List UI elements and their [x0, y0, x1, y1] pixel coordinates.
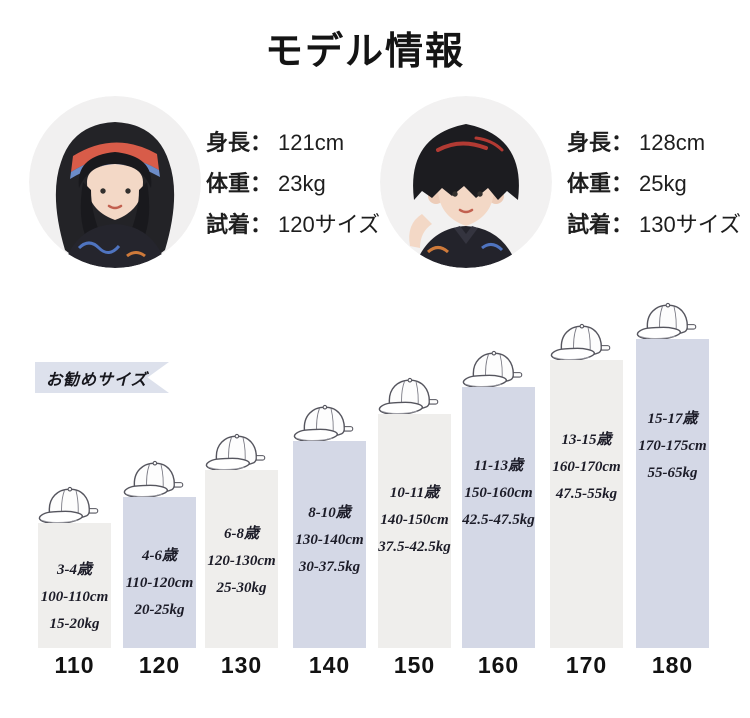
girl-avatar-illustration [29, 96, 201, 268]
model-photo-girl [29, 96, 201, 268]
height-range: 110-120cm [125, 575, 194, 591]
size-bar-details: 13-15歳 160-170cm 47.5-55kg [529, 427, 645, 508]
height-range: 100-110cm [40, 589, 109, 605]
height-label: 身長： [567, 130, 634, 155]
height-value: 128cm [639, 130, 706, 155]
page-title: モデル情報 [264, 31, 465, 73]
info-line-height: 身長： 128cm [567, 122, 741, 163]
baseball-cap-icon [462, 350, 522, 389]
size-bar-group: 6-8歳 120-130cm 25-30kg 130 [205, 0, 278, 718]
weight-range: 55-65kg [647, 465, 698, 481]
baseball-cap-icon [636, 302, 696, 341]
weight-label: 体重： [567, 171, 634, 196]
size-bar-details: 3-4歳 100-110cm 15-20kg [17, 557, 133, 638]
size-bar [462, 387, 535, 648]
boy-model-info: 身長： 128cm 体重： 25kg 試着： 130サイズ [567, 122, 741, 245]
fitting-value: 120サイズ [278, 212, 381, 237]
size-bar-group: 13-15歳 160-170cm 47.5-55kg 170 [550, 0, 623, 718]
height-range: 130-140cm [295, 532, 364, 548]
fitting-label: 試着： [567, 212, 634, 237]
age-range: 8-10歳 [308, 505, 351, 521]
weight-range: 37.5-42.5kg [378, 539, 451, 555]
size-bar [378, 414, 451, 648]
height-range: 150-160cm [464, 485, 533, 501]
recommended-size-ribbon: お勧めサイズ [35, 362, 169, 393]
size-bar-group: 10-11歳 140-150cm 37.5-42.5kg 150 [378, 0, 451, 718]
age-range: 10-11歳 [389, 485, 440, 501]
weight-value: 25kg [639, 171, 687, 196]
size-axis-label: 150 [393, 652, 436, 678]
size-bar [293, 441, 366, 648]
baseball-cap-icon [123, 460, 183, 499]
size-bar-group: 11-13歳 150-160cm 42.5-47.5kg 160 [462, 0, 535, 718]
size-bar [550, 360, 623, 648]
size-axis-label: 180 [651, 652, 694, 678]
size-bar [205, 470, 278, 648]
ribbon-label: お勧めサイズ [46, 371, 148, 389]
weight-value: 23kg [278, 171, 326, 196]
size-bar-details: 10-11歳 140-150cm 37.5-42.5kg [357, 480, 473, 561]
info-line-fitting: 試着： 130サイズ [567, 204, 741, 245]
baseball-cap-icon [205, 433, 265, 472]
size-bar-group: 3-4歳 100-110cm 15-20kg 110 [38, 0, 111, 718]
girl-model-info: 身長： 121cm 体重： 23kg 試着： 120サイズ [206, 122, 380, 245]
info-line-weight: 体重： 23kg [206, 163, 380, 204]
size-bar-details: 6-8歳 120-130cm 25-30kg [184, 521, 300, 602]
baseball-cap-icon [378, 377, 438, 416]
size-axis-label: 160 [477, 652, 520, 678]
age-range: 15-17歳 [647, 411, 698, 427]
size-bar-details: 15-17歳 170-175cm 55-65kg [615, 406, 731, 487]
weight-range: 25-30kg [216, 580, 267, 596]
baseball-cap-icon [38, 486, 98, 525]
height-range: 160-170cm [552, 459, 621, 475]
height-range: 140-150cm [380, 512, 449, 528]
age-range: 13-15歳 [561, 432, 612, 448]
weight-range: 42.5-47.5kg [462, 512, 535, 528]
height-range: 170-175cm [638, 438, 707, 454]
size-bar-group: 4-6歳 110-120cm 20-25kg 120 [123, 0, 196, 718]
weight-range: 20-25kg [134, 602, 185, 618]
info-line-fitting: 試着： 120サイズ [206, 204, 380, 245]
weight-range: 30-37.5kg [298, 559, 361, 575]
age-range: 4-6歳 [142, 548, 177, 564]
model-photo-boy [380, 96, 552, 268]
size-bar [123, 497, 196, 648]
baseball-cap-icon [293, 404, 353, 443]
size-bar [636, 339, 709, 648]
info-line-height: 身長： 121cm [206, 122, 380, 163]
size-bar-details: 4-6歳 110-120cm 20-25kg [102, 543, 218, 624]
size-axis-label: 140 [308, 652, 351, 678]
size-bar-group: 15-17歳 170-175cm 55-65kg 180 [636, 0, 709, 718]
size-bar-details: 11-13歳 150-160cm 42.5-47.5kg [441, 453, 557, 534]
weight-range: 15-20kg [49, 616, 100, 632]
fitting-value: 130サイズ [639, 212, 742, 237]
fitting-label: 試着： [206, 212, 273, 237]
size-bar [38, 523, 111, 648]
height-label: 身長： [206, 130, 273, 155]
height-value: 121cm [278, 130, 345, 155]
age-range: 6-8歳 [224, 526, 259, 542]
height-range: 120-130cm [207, 553, 276, 569]
weight-label: 体重： [206, 171, 273, 196]
info-line-weight: 体重： 25kg [567, 163, 741, 204]
size-axis-label: 170 [565, 652, 608, 678]
size-bar-details: 8-10歳 130-140cm 30-37.5kg [272, 500, 388, 581]
size-axis-label: 120 [138, 652, 181, 678]
age-range: 11-13歳 [473, 458, 524, 474]
size-axis-label: 110 [54, 652, 95, 678]
size-axis-label: 130 [220, 652, 263, 678]
age-range: 3-4歳 [57, 562, 92, 578]
size-bar-group: 8-10歳 130-140cm 30-37.5kg 140 [293, 0, 366, 718]
baseball-cap-icon [550, 323, 610, 362]
boy-avatar-illustration [380, 96, 552, 268]
weight-range: 47.5-55kg [555, 486, 618, 502]
